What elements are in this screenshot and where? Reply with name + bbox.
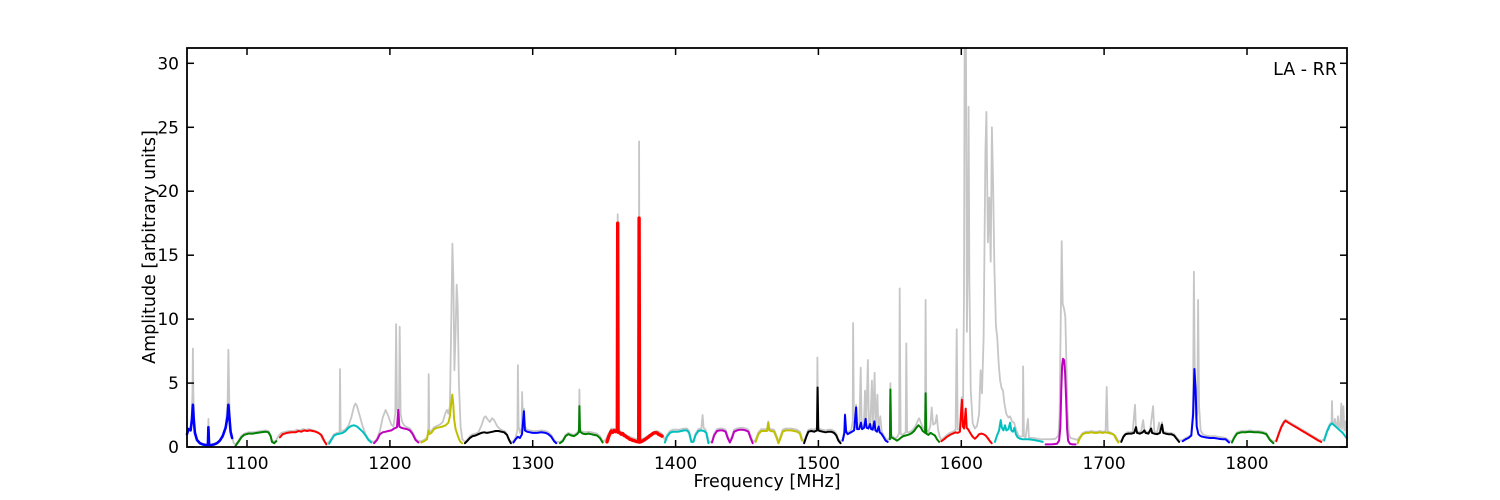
series-band-07-black bbox=[463, 430, 512, 445]
x-tick-label: 1400 bbox=[654, 454, 697, 474]
y-tick-label: 0 bbox=[168, 438, 179, 458]
x-tick-label: 1600 bbox=[940, 454, 983, 474]
y-tick-label: 10 bbox=[157, 310, 179, 330]
series-band-03-red bbox=[278, 429, 328, 446]
series-band-17-red bbox=[940, 398, 993, 445]
x-tick-label: 1300 bbox=[511, 454, 554, 474]
series-band-05-magenta bbox=[373, 408, 420, 445]
y-tick-label: 15 bbox=[157, 246, 179, 266]
x-tick-label: 1800 bbox=[1225, 454, 1268, 474]
series-band-09-green bbox=[558, 405, 604, 445]
series-band-01-blue bbox=[185, 403, 234, 447]
series-band-11-cyan bbox=[663, 429, 710, 445]
x-tick-label: 1500 bbox=[797, 454, 840, 474]
series-band-02-green bbox=[234, 430, 278, 447]
y-tick-label: 5 bbox=[168, 374, 179, 394]
series-band-10-red bbox=[605, 216, 664, 444]
x-tick-label: 1100 bbox=[225, 454, 268, 474]
y-tick-label: 30 bbox=[157, 54, 179, 74]
series-band-19-magenta bbox=[1044, 357, 1077, 446]
y-axis-label: Amplitude [arbitrary units] bbox=[140, 130, 160, 364]
series-band-08-blue bbox=[512, 410, 558, 445]
series-band-18-cyan bbox=[993, 419, 1044, 443]
series-band-21-black bbox=[1120, 423, 1181, 443]
series-band-25-cyan bbox=[1323, 422, 1348, 442]
series-raw-spectrum bbox=[186, 47, 1348, 446]
series-band-20-yellow bbox=[1076, 431, 1120, 445]
series-band-12-magenta bbox=[711, 428, 754, 445]
y-tick-label: 25 bbox=[157, 118, 179, 138]
series-band-22-blue bbox=[1181, 368, 1231, 444]
series-band-14-black bbox=[803, 386, 842, 445]
series-band-16-green bbox=[888, 388, 941, 443]
series-band-04-cyan bbox=[328, 424, 373, 445]
x-tick-label: 1700 bbox=[1082, 454, 1125, 474]
plot-frame bbox=[186, 47, 1348, 448]
series-band-23-green bbox=[1231, 430, 1275, 445]
y-tick-label: 20 bbox=[157, 182, 179, 202]
series-band-24-red bbox=[1275, 419, 1323, 443]
x-tick-label: 1200 bbox=[368, 454, 411, 474]
series-band-15-blue bbox=[841, 406, 889, 443]
x-axis-label: Frequency [MHz] bbox=[693, 472, 841, 492]
corner-label: LA - RR bbox=[1273, 60, 1337, 80]
series-band-06-yellow bbox=[420, 393, 464, 445]
series-band-13-yellow bbox=[754, 421, 803, 445]
